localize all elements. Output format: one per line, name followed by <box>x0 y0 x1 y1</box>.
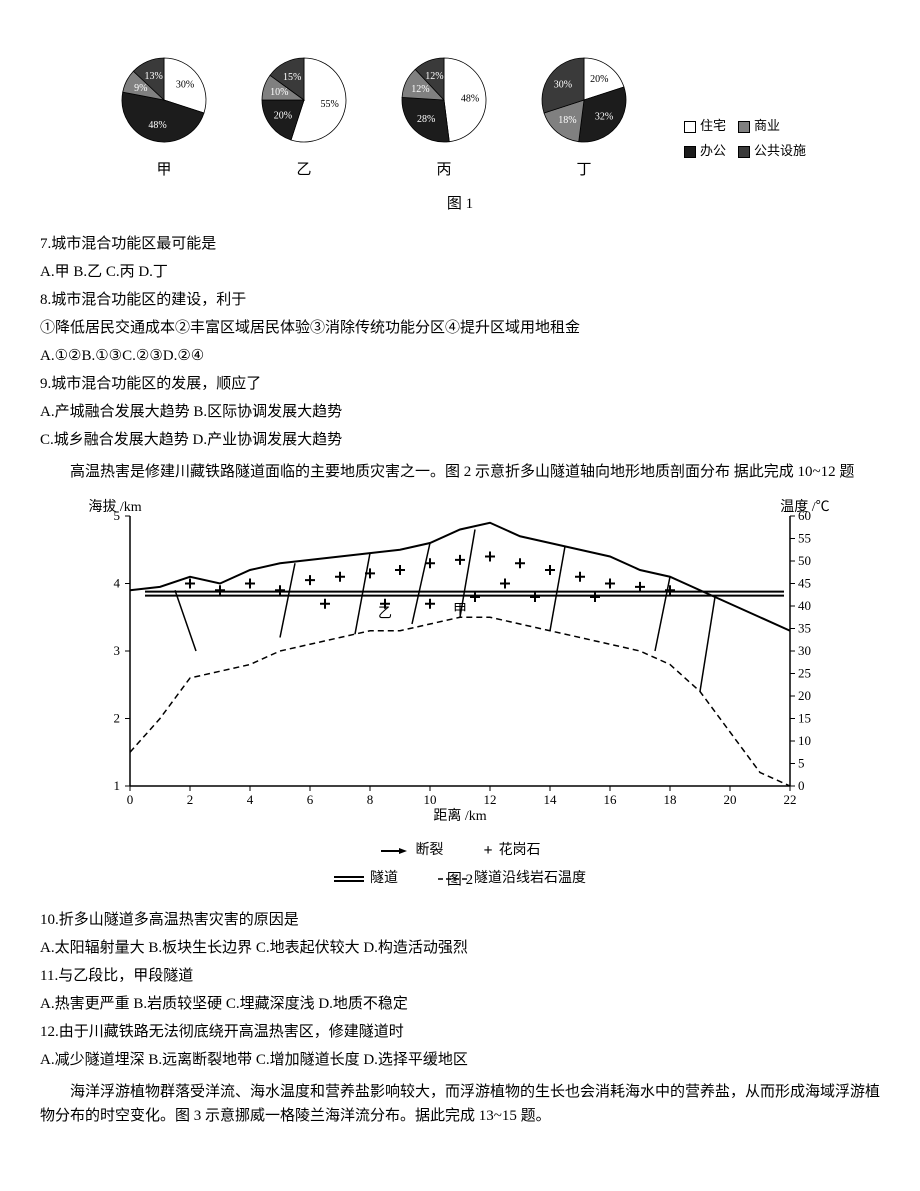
svg-text:20: 20 <box>798 688 811 703</box>
pie-yi-label: 乙 <box>296 158 311 182</box>
fig1-caption: 图 1 <box>40 192 880 216</box>
pie-bing-label: 丙 <box>436 158 451 182</box>
svg-text:12%: 12% <box>411 84 429 95</box>
pie-ding: 20% 32% 18% 30% 丁 <box>534 50 634 182</box>
svg-text:25: 25 <box>798 666 811 681</box>
svg-text:3: 3 <box>114 643 121 658</box>
svg-text:20%: 20% <box>590 74 608 85</box>
svg-text:6: 6 <box>307 792 314 807</box>
pie-yi-svg: 55% 20% 10% 15% <box>254 50 354 150</box>
legend-public: 公共设施 <box>754 141 806 162</box>
passage3: 海洋浮游植物群落受洋流、海水温度和营养盐影响较大，而浮游植物的生长也会消耗海水中… <box>40 1080 880 1128</box>
chart2-legend2: 隧道 隧道沿线岩石温度 <box>70 868 850 890</box>
q9-stem: 9.城市混合功能区的发展，顺应了 <box>40 372 880 396</box>
svg-text:4: 4 <box>114 576 121 591</box>
svg-text:32%: 32% <box>595 112 613 123</box>
pie-bing: 48% 28% 12% 12% 丙 <box>394 50 494 182</box>
svg-text:40: 40 <box>798 598 811 613</box>
q9-line3: C.城乡融合发展大趋势 D.产业协调发展大趋势 <box>40 428 880 452</box>
svg-text:9%: 9% <box>134 83 147 94</box>
svg-text:13%: 13% <box>144 71 162 82</box>
svg-text:12%: 12% <box>425 71 443 82</box>
q10-options: A.太阳辐射量大 B.板块生长边界 C.地表起伏较大 D.构造活动强烈 <box>40 936 880 960</box>
legend-tunnel: 隧道 <box>370 868 398 890</box>
svg-text:20%: 20% <box>274 110 292 121</box>
svg-text:30%: 30% <box>176 80 194 91</box>
svg-text:35: 35 <box>798 621 811 636</box>
svg-text:48%: 48% <box>148 120 166 131</box>
svg-text:18%: 18% <box>558 115 576 126</box>
svg-text:14: 14 <box>544 792 558 807</box>
svg-text:0: 0 <box>798 778 805 793</box>
svg-text:4: 4 <box>247 792 254 807</box>
svg-text:55: 55 <box>798 531 811 546</box>
svg-text:2: 2 <box>114 711 121 726</box>
legend-residence: 住宅 <box>700 116 726 137</box>
pie-legend: 住宅 商业 办公 公共设施 <box>684 116 806 162</box>
legend-fault: 断裂 <box>415 840 443 862</box>
svg-text:海拔 /km: 海拔 /km <box>88 499 141 515</box>
svg-text:温度 /℃: 温度 /℃ <box>780 499 829 515</box>
q8-line2: ①降低居民交通成本②丰富区域居民体验③消除传统功能分区④提升区域用地租金 <box>40 316 880 340</box>
pie-jia: 30% 48% 9%13% 甲 <box>114 50 214 182</box>
pie-ding-svg: 20% 32% 18% 30% <box>534 50 634 150</box>
svg-text:48%: 48% <box>461 93 479 104</box>
pie-chart-row: 30% 48% 9%13% 甲 55% 20% 10% 15% 乙 48% 28% 12% 12… <box>40 50 880 182</box>
q8-options: A.①②B.①③C.②③D.②④ <box>40 344 880 368</box>
svg-text:15: 15 <box>798 711 811 726</box>
svg-text:28%: 28% <box>417 114 435 125</box>
svg-text:30%: 30% <box>554 80 572 91</box>
pie-bing-svg: 48% 28% 12% 12% <box>394 50 494 150</box>
svg-text:18: 18 <box>664 792 677 807</box>
pie-yi: 55% 20% 10% 15% 乙 <box>254 50 354 182</box>
svg-text:45: 45 <box>798 576 811 591</box>
q7-stem: 7.城市混合功能区最可能是 <box>40 232 880 256</box>
pie-ding-label: 丁 <box>576 158 591 182</box>
legend-rock-temp: 隧道沿线岩石温度 <box>474 868 586 890</box>
q11-stem: 11.与乙段比，甲段隧道 <box>40 964 880 988</box>
q11-options: A.热害更严重 B.岩质较坚硬 C.埋藏深度浅 D.地质不稳定 <box>40 992 880 1016</box>
svg-text:55%: 55% <box>321 99 339 110</box>
svg-text:22: 22 <box>784 792 797 807</box>
q7-options: A.甲 B.乙 C.丙 D.丁 <box>40 260 880 284</box>
svg-text:甲: 甲 <box>453 603 467 618</box>
svg-text:30: 30 <box>798 643 811 658</box>
q8-stem: 8.城市混合功能区的建设，利于 <box>40 288 880 312</box>
svg-text:10: 10 <box>798 733 811 748</box>
passage2: 高温热害是修建川藏铁路隧道面临的主要地质灾害之一。图 2 示意折多山隧道轴向地形… <box>40 460 880 484</box>
svg-text:距离 /km: 距离 /km <box>433 807 486 824</box>
svg-text:8: 8 <box>367 792 374 807</box>
pie-jia-svg: 30% 48% 9%13% <box>114 50 214 150</box>
svg-text:5: 5 <box>798 756 805 771</box>
legend-commercial: 商业 <box>754 116 780 137</box>
svg-text:50: 50 <box>798 553 811 568</box>
q10-stem: 10.折多山隧道多高温热害灾害的原因是 <box>40 908 880 932</box>
legend-granite: 花岗石 <box>499 840 541 862</box>
svg-text:12: 12 <box>484 792 497 807</box>
pie-jia-label: 甲 <box>156 158 171 182</box>
svg-text:乙: 乙 <box>378 605 392 621</box>
legend-office: 办公 <box>700 141 726 162</box>
svg-text:10%: 10% <box>270 87 288 98</box>
q12-stem: 12.由于川藏铁路无法彻底绕开高温热害区，修建隧道时 <box>40 1020 880 1044</box>
q12-options: A.减少隧道埋深 B.远离断裂地带 C.增加隧道长度 D.选择平缓地区 <box>40 1048 880 1072</box>
svg-text:2: 2 <box>187 792 194 807</box>
q9-line2: A.产城融合发展大趋势 B.区际协调发展大趋势 <box>40 400 880 424</box>
svg-text:16: 16 <box>604 792 618 807</box>
svg-text:10: 10 <box>424 792 437 807</box>
svg-text:15%: 15% <box>283 72 301 83</box>
chart2-container: 0246810121416182022123450510152025303540… <box>70 496 850 856</box>
chart2-svg: 0246810121416182022123450510152025303540… <box>70 496 850 826</box>
svg-text:20: 20 <box>724 792 737 807</box>
chart2-legend: 断裂 +花岗石 <box>70 838 850 864</box>
svg-text:0: 0 <box>127 792 134 807</box>
svg-text:1: 1 <box>114 778 121 793</box>
